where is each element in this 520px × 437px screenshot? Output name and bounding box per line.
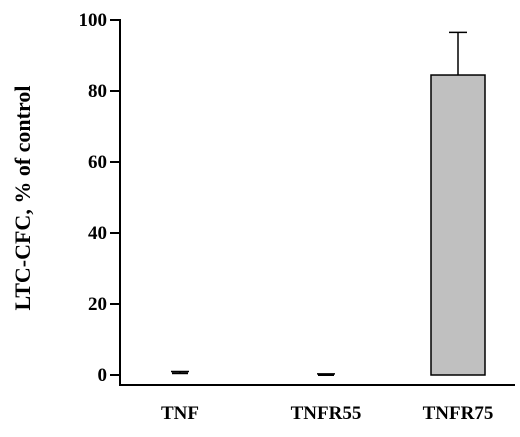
bars bbox=[171, 31, 486, 376]
x-category-label: TNF bbox=[161, 403, 199, 424]
y-tick-label: 0 bbox=[98, 365, 108, 386]
y-tick-label: 80 bbox=[88, 81, 107, 102]
y-tick-label: 40 bbox=[88, 223, 107, 244]
bar bbox=[430, 74, 486, 376]
labels: 0 20 40 60 80 100 TNF TNFR55 TNFR75 bbox=[79, 10, 494, 424]
y-tick-label: 60 bbox=[88, 152, 107, 173]
x-category-label: TNFR55 bbox=[291, 403, 362, 424]
y-axis-title: LTC-CFC, % of control bbox=[10, 86, 35, 311]
x-category-label: TNFR75 bbox=[423, 403, 494, 424]
y-tick-label: 100 bbox=[79, 10, 108, 31]
y-tick-label: 20 bbox=[88, 294, 107, 315]
axes bbox=[110, 19, 515, 386]
